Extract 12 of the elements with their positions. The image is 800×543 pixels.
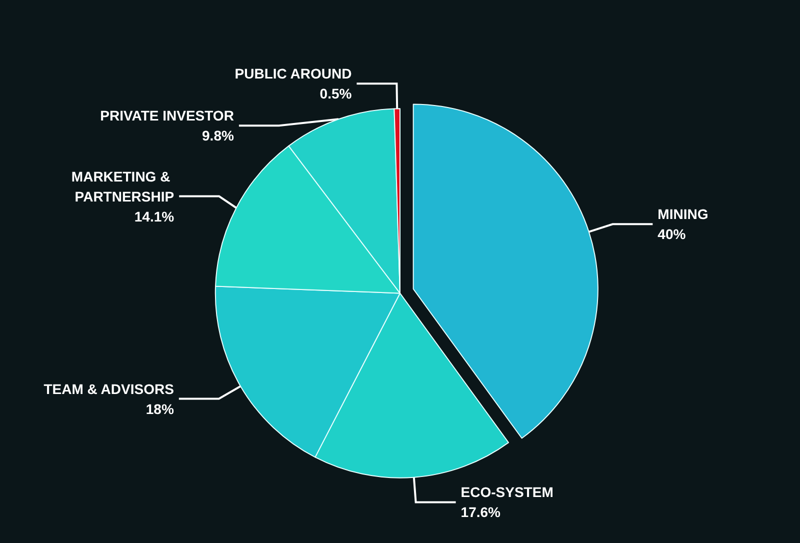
slice-label: ECO-SYSTEM	[460, 484, 554, 500]
slice-label: MARKETING & PARTNERSHIP	[71, 168, 174, 204]
slice-label: TEAM & ADVISORS	[44, 380, 174, 397]
slice-label: PUBLIC AROUND	[234, 66, 352, 82]
slice-label: PRIVATE INVESTOR	[100, 108, 234, 124]
data-label: 18%	[146, 400, 174, 417]
data-label: 9.8%	[202, 128, 234, 144]
data-label: 40%	[658, 226, 686, 242]
data-label: 17.6%	[460, 504, 502, 520]
slice-label: MINING	[658, 206, 708, 222]
data-label: 14.1%	[134, 208, 175, 224]
data-label: 0.5%	[320, 86, 352, 102]
